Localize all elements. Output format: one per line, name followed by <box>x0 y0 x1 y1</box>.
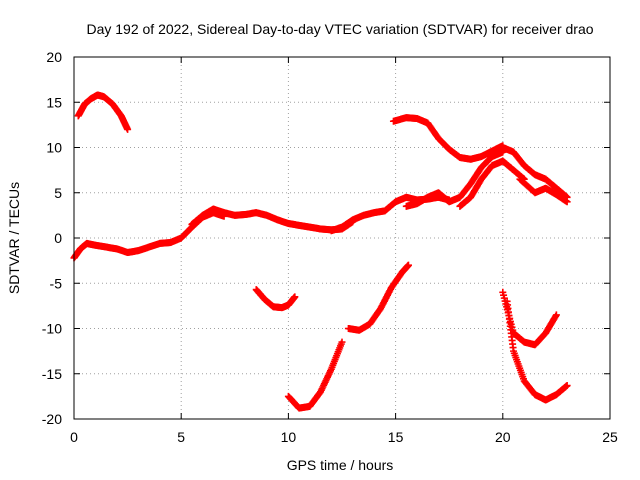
chart-title: Day 192 of 2022, Sidereal Day-to-day VTE… <box>86 21 593 37</box>
data-point <box>124 125 132 133</box>
data-point <box>552 311 560 319</box>
y-tick-label: 20 <box>46 49 62 65</box>
series-arc-main-21-23 <box>516 175 571 206</box>
x-tick-label: 15 <box>388 429 404 445</box>
y-tick-label: 15 <box>46 94 62 110</box>
series-arc-top-left <box>74 91 132 133</box>
series-arc-neg-20-23b <box>503 297 571 404</box>
x-tick-label: 20 <box>495 429 511 445</box>
grid <box>74 57 610 419</box>
y-tick-label: 0 <box>54 230 62 246</box>
y-tick-label: -15 <box>42 366 62 382</box>
data-point <box>338 338 346 346</box>
series-arc-main-15-20 <box>402 148 507 210</box>
series-arc-main-20-23 <box>499 144 571 201</box>
x-tick-label: 5 <box>177 429 185 445</box>
series-arc-neg-13-15 <box>344 261 412 334</box>
y-tick-label: -20 <box>42 411 62 427</box>
y-axis-label: SDTVAR / TECUs <box>6 182 22 294</box>
data-series <box>70 91 571 412</box>
y-tick-label: -5 <box>50 275 63 291</box>
x-tick-label: 25 <box>602 429 618 445</box>
data-point <box>291 293 299 301</box>
series-arc-neg-9 <box>252 286 299 312</box>
data-point <box>499 142 507 150</box>
x-tick-label: 0 <box>70 429 78 445</box>
y-tick-label: -10 <box>42 321 62 337</box>
data-point <box>563 382 571 390</box>
x-axis-label: GPS time / hours <box>287 457 394 473</box>
y-tick-label: 10 <box>46 140 62 156</box>
x-tick-label: 10 <box>281 429 297 445</box>
series-arc-top-right <box>389 114 507 163</box>
y-tick-label: 5 <box>54 185 62 201</box>
series-arc-main-5-13 <box>188 205 357 234</box>
axis-ticks: 0 5 10 15 20 25 -20 -15 -10 -5 0 5 10 15 20 <box>42 49 618 445</box>
data-point <box>404 261 412 269</box>
data-point <box>563 198 571 206</box>
series-arc-neg-10-12 <box>284 338 346 412</box>
